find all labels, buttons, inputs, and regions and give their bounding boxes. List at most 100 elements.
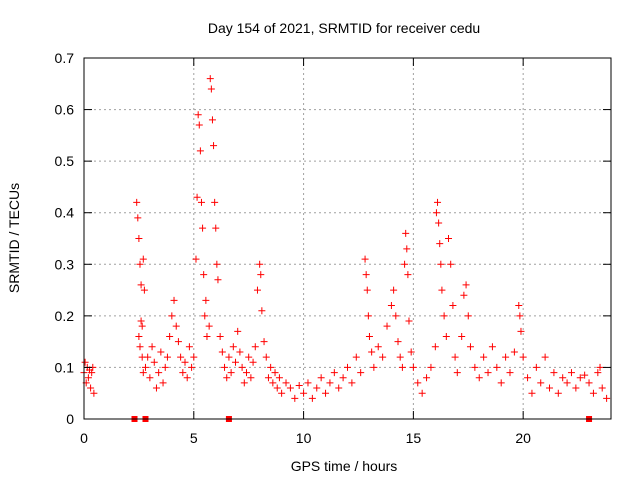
data-point — [432, 209, 440, 217]
data-point — [396, 353, 404, 361]
data-point — [152, 384, 160, 392]
data-point — [423, 374, 431, 382]
data-point — [273, 384, 281, 392]
data-point — [256, 260, 264, 268]
data-point — [197, 198, 205, 206]
data-point — [166, 332, 174, 340]
data-point — [402, 229, 410, 237]
data-point — [418, 389, 426, 397]
data-point — [141, 363, 149, 371]
y-axis-label: SRMTID / TECUs — [6, 183, 22, 293]
axis-ticks: 0 0.1 0.2 0.3 0.4 0.5 0.6 0.7 0 5 10 15 20 — [55, 50, 611, 446]
data-point — [598, 384, 606, 392]
data-point — [475, 374, 483, 382]
data-point — [524, 374, 532, 382]
data-point — [532, 363, 540, 371]
data-point — [229, 343, 237, 351]
data-point — [271, 369, 279, 377]
data-point — [370, 363, 378, 371]
x-tick-label: 5 — [190, 430, 198, 446]
data-point — [218, 348, 226, 356]
data-point — [205, 322, 213, 330]
data-point — [216, 332, 224, 340]
data-point — [449, 302, 457, 310]
data-point — [581, 371, 589, 379]
data-point — [383, 322, 391, 330]
data-point — [247, 374, 255, 382]
data-point — [404, 271, 412, 279]
data-point — [407, 348, 415, 356]
data-point — [405, 317, 413, 325]
data-point — [234, 327, 242, 335]
data-point — [134, 214, 142, 222]
data-point — [258, 307, 266, 315]
data-point — [528, 389, 536, 397]
data-point — [214, 276, 222, 284]
data-point — [506, 369, 514, 377]
data-point — [427, 363, 435, 371]
data-point — [464, 312, 472, 320]
data-point — [466, 343, 474, 351]
data-point — [502, 353, 510, 361]
data-point — [251, 343, 259, 351]
data-point — [435, 219, 443, 227]
data-point — [379, 353, 387, 361]
data-point — [163, 353, 171, 361]
data-point — [362, 271, 370, 279]
data-point — [210, 142, 218, 150]
data-point — [133, 198, 141, 206]
data-point — [206, 75, 214, 83]
data-point — [159, 379, 167, 387]
data-point — [493, 363, 501, 371]
data-point — [192, 255, 200, 263]
data-point — [434, 198, 442, 206]
data-point — [326, 379, 334, 387]
data-point — [431, 343, 439, 351]
y-tick-label: 0.6 — [55, 102, 75, 118]
data-point — [585, 379, 593, 387]
data-point — [300, 389, 308, 397]
data-point — [567, 369, 575, 377]
y-tick-label: 0.7 — [55, 50, 75, 66]
data-point — [594, 369, 602, 377]
data-point — [442, 332, 450, 340]
data-point — [196, 147, 204, 155]
data-point — [390, 286, 398, 294]
data-point — [213, 260, 221, 268]
data-point — [168, 312, 176, 320]
data-point — [458, 332, 466, 340]
data-point — [484, 369, 492, 377]
data-point — [144, 353, 152, 361]
data-point — [374, 343, 382, 351]
data-point — [440, 312, 448, 320]
plot-frame — [83, 57, 612, 420]
data-points — [80, 75, 611, 402]
data-point — [387, 302, 395, 310]
data-point — [368, 348, 376, 356]
data-point — [208, 116, 216, 124]
data-point — [515, 302, 523, 310]
data-point — [447, 260, 455, 268]
data-point — [87, 384, 95, 392]
data-point — [137, 317, 145, 325]
data-point — [257, 271, 265, 279]
data-point — [348, 379, 356, 387]
data-point — [174, 338, 182, 346]
y-tick-label: 0.5 — [55, 153, 75, 169]
data-point — [267, 363, 275, 371]
data-point — [200, 271, 208, 279]
data-point — [596, 363, 604, 371]
data-point — [363, 286, 371, 294]
data-point — [138, 322, 146, 330]
data-point — [81, 358, 89, 366]
data-point — [414, 379, 422, 387]
data-point — [238, 363, 246, 371]
x-tick-label: 0 — [80, 430, 88, 446]
data-point — [161, 363, 169, 371]
data-point — [517, 327, 525, 335]
data-point — [394, 338, 402, 346]
data-point — [262, 353, 270, 361]
x-tick-label: 10 — [296, 430, 312, 446]
data-point — [488, 343, 496, 351]
data-point — [207, 85, 215, 93]
